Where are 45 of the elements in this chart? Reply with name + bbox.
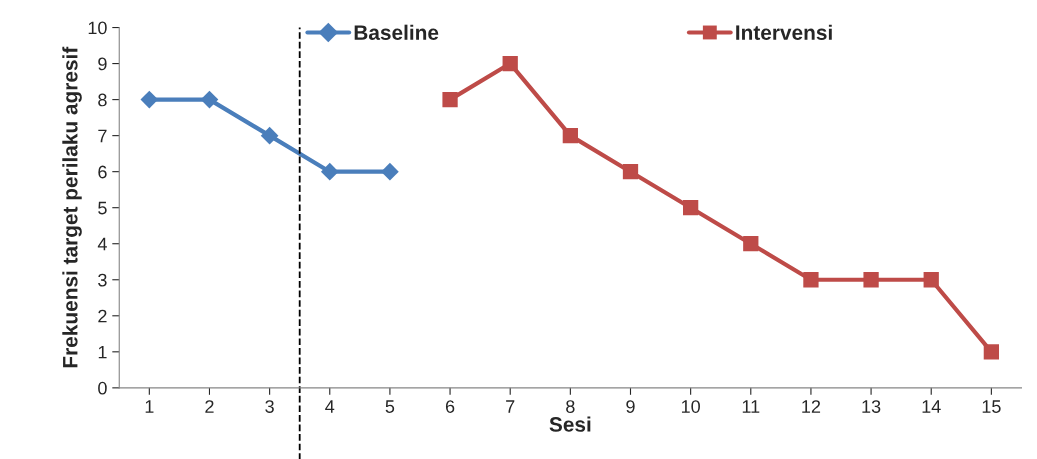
x-tick-label: 2: [205, 400, 214, 413]
y-tick-label: 9: [98, 57, 107, 71]
x-tick-label: 4: [325, 400, 335, 413]
x-tick-label: 15: [982, 400, 1001, 413]
y-tick-label: 4: [97, 237, 107, 251]
point: [381, 162, 399, 181]
x-tick-label: 6: [445, 400, 455, 413]
x-tick-label: 7: [506, 400, 515, 413]
point: [983, 344, 1000, 360]
x-tick-label: 1: [145, 400, 154, 413]
y-tick-label: 2: [98, 309, 107, 323]
x-tick-label: 12: [802, 400, 821, 413]
x-tick-label: 9: [626, 400, 635, 413]
legend-label: Intervensi: [736, 24, 832, 40]
y-tick-label: 1: [98, 345, 107, 359]
y-tick-label: 7: [98, 129, 107, 143]
point: [140, 90, 159, 109]
x-tick-label: 11: [742, 400, 760, 413]
point: [683, 200, 699, 216]
y-tick-label: 8: [98, 93, 107, 107]
x-tick-label: 8: [566, 400, 575, 413]
y-tick-label: 0: [98, 381, 107, 395]
x-axis-title: Sesi: [549, 416, 591, 432]
point: [200, 90, 219, 109]
y-tick-label: 6: [98, 165, 107, 179]
point: [803, 272, 819, 288]
point: [743, 236, 759, 252]
legend-label: Baseline: [354, 24, 439, 40]
y-tick-label: 5: [98, 201, 107, 215]
y-tick-label: 3: [98, 273, 107, 287]
point: [923, 272, 939, 288]
y-axis-title: Frekuensi target perilaku agresif: [62, 46, 82, 368]
x-tick-label: 13: [862, 400, 881, 413]
point: [863, 272, 879, 288]
point: [442, 91, 458, 108]
point: [502, 55, 518, 72]
x-tick-label: 3: [265, 400, 274, 413]
x-tick-label: 14: [922, 400, 941, 413]
point: [320, 162, 339, 181]
point: [622, 164, 639, 180]
point: [260, 126, 279, 145]
x-tick-label: 10: [681, 400, 700, 413]
y-tick-label: 10: [88, 21, 107, 35]
point: [562, 128, 578, 144]
x-tick-label: 5: [385, 400, 395, 413]
